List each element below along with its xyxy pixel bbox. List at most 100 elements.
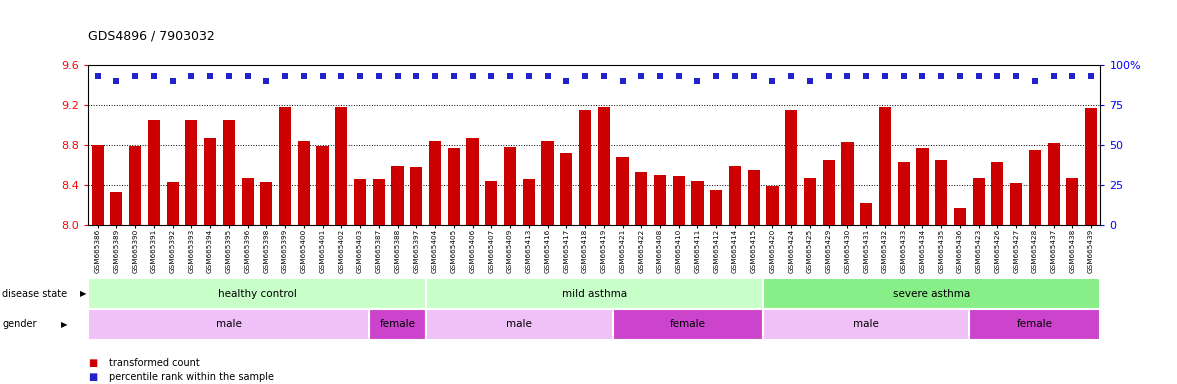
Text: ■: ■	[88, 372, 98, 382]
Text: male: male	[215, 319, 241, 329]
Point	[969, 73, 988, 79]
Point	[445, 73, 464, 79]
Text: male: male	[853, 319, 879, 329]
Bar	[823, 160, 834, 225]
Text: mild asthma: mild asthma	[561, 289, 627, 299]
Bar	[1048, 143, 1059, 225]
Point	[876, 73, 895, 79]
Bar	[373, 179, 385, 225]
Bar	[148, 120, 160, 225]
Bar	[411, 167, 423, 225]
Bar	[729, 166, 742, 225]
Text: ▶: ▶	[80, 289, 87, 298]
Point	[988, 73, 1006, 79]
Point	[332, 73, 351, 79]
Point	[1006, 73, 1025, 79]
Point	[613, 78, 632, 84]
Bar	[466, 138, 479, 225]
Text: female: female	[670, 319, 706, 329]
Bar	[710, 190, 723, 225]
Bar	[485, 181, 498, 225]
Bar	[1029, 150, 1040, 225]
Bar	[879, 107, 891, 225]
Bar	[204, 138, 217, 225]
Bar	[672, 176, 685, 225]
Bar	[898, 162, 910, 225]
Point	[838, 73, 857, 79]
Point	[744, 73, 763, 79]
Text: healthy control: healthy control	[218, 289, 297, 299]
Point	[1082, 73, 1100, 79]
Text: ■: ■	[88, 358, 98, 368]
Point	[557, 78, 576, 84]
Bar	[129, 146, 141, 225]
Bar	[428, 141, 441, 225]
Point	[519, 73, 538, 79]
Point	[707, 73, 726, 79]
Text: female: female	[379, 319, 415, 329]
Bar	[1010, 183, 1023, 225]
Bar	[241, 178, 254, 225]
Point	[1044, 73, 1063, 79]
Point	[351, 73, 370, 79]
Text: transformed count: transformed count	[109, 358, 200, 368]
Point	[275, 73, 294, 79]
Bar	[766, 186, 778, 225]
Point	[857, 73, 876, 79]
Bar	[785, 110, 797, 225]
Point	[407, 73, 426, 79]
Bar	[560, 153, 572, 225]
Point	[88, 73, 107, 79]
Bar	[991, 162, 1004, 225]
Bar	[392, 166, 404, 225]
Bar	[691, 181, 704, 225]
Point	[689, 78, 707, 84]
Bar	[317, 146, 328, 225]
Point	[126, 73, 145, 79]
Bar	[747, 170, 760, 225]
Bar	[654, 175, 666, 225]
Point	[932, 73, 951, 79]
Point	[763, 78, 782, 84]
Text: gender: gender	[2, 319, 36, 329]
Point	[481, 73, 500, 79]
Bar	[504, 147, 517, 225]
Bar	[579, 110, 591, 225]
Text: male: male	[506, 319, 532, 329]
Bar	[935, 160, 947, 225]
Bar	[617, 157, 629, 225]
Bar	[972, 178, 985, 225]
Point	[294, 73, 313, 79]
Bar	[185, 120, 198, 225]
Point	[670, 73, 689, 79]
Bar	[598, 107, 610, 225]
Point	[725, 73, 744, 79]
Point	[238, 73, 257, 79]
Bar	[222, 120, 235, 225]
Point	[913, 73, 932, 79]
Bar	[279, 107, 291, 225]
Point	[313, 73, 332, 79]
Point	[500, 73, 519, 79]
Bar	[541, 141, 553, 225]
Point	[895, 73, 913, 79]
Point	[538, 73, 557, 79]
Bar	[447, 148, 460, 225]
Point	[426, 73, 445, 79]
Point	[463, 73, 481, 79]
Bar	[842, 142, 853, 225]
Point	[800, 78, 819, 84]
Point	[388, 73, 407, 79]
Point	[632, 73, 651, 79]
Bar	[354, 179, 366, 225]
Point	[164, 78, 182, 84]
Point	[182, 73, 201, 79]
Point	[819, 73, 838, 79]
Bar	[1085, 108, 1097, 225]
Bar	[335, 107, 347, 225]
Bar	[298, 141, 310, 225]
Point	[201, 73, 220, 79]
Bar	[260, 182, 272, 225]
Bar	[523, 179, 534, 225]
Bar	[166, 182, 179, 225]
